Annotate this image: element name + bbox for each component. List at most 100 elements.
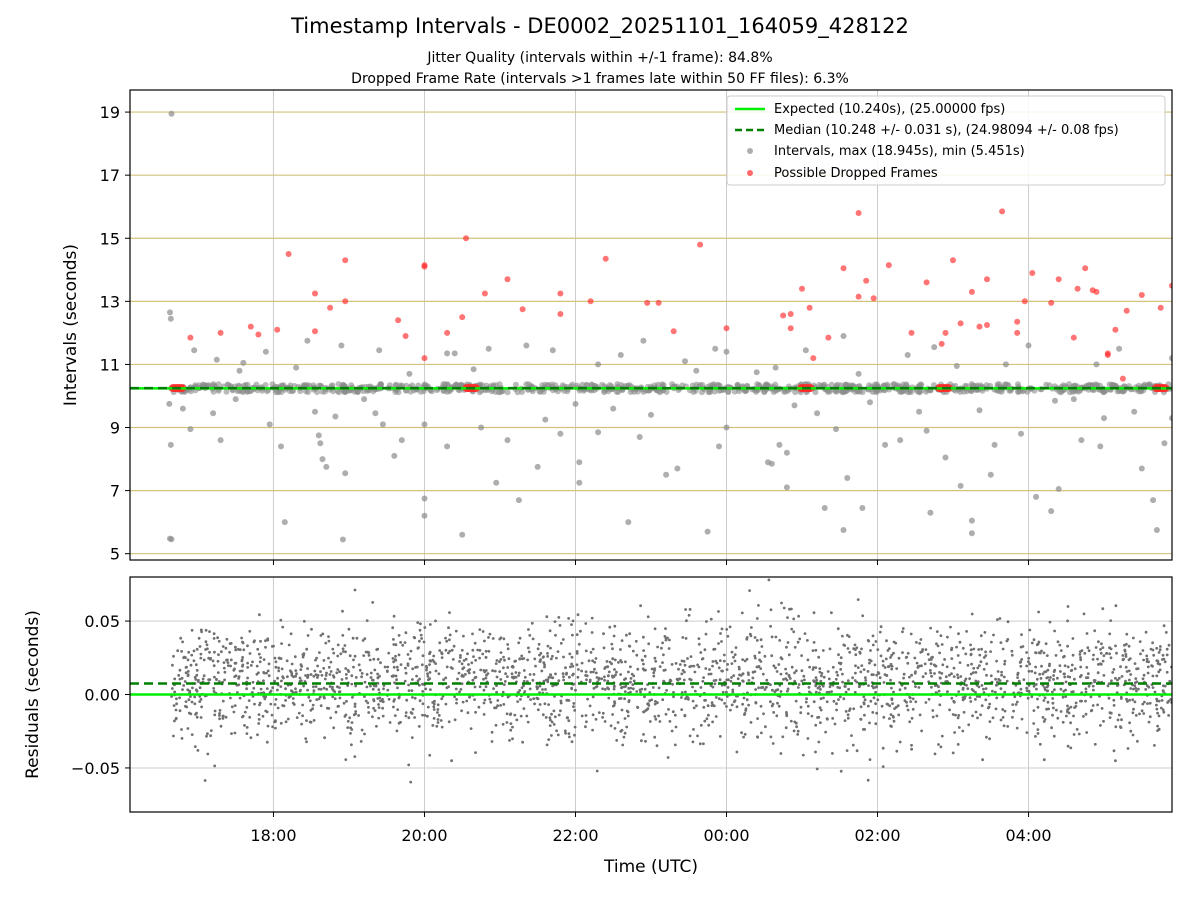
residual-point — [806, 639, 809, 642]
residual-point — [403, 679, 407, 683]
dropped-frame-point — [806, 304, 813, 311]
residual-point — [351, 636, 355, 640]
residual-point — [284, 720, 288, 724]
residual-point — [807, 686, 811, 689]
residual-point — [495, 684, 498, 687]
residual-point — [910, 747, 913, 751]
residual-point — [1022, 678, 1026, 681]
residual-point — [1146, 665, 1150, 669]
residual-point — [498, 670, 502, 673]
residual-point — [629, 686, 633, 690]
residual-point — [510, 672, 514, 676]
residual-point — [1066, 619, 1069, 623]
residual-point — [595, 685, 599, 688]
interval-point — [576, 459, 583, 466]
interval-point — [682, 358, 688, 365]
residual-point — [680, 672, 684, 676]
residual-point — [453, 718, 457, 722]
interval-point — [723, 424, 730, 431]
residual-point — [1165, 670, 1169, 674]
residual-point — [675, 677, 679, 681]
residual-point — [432, 705, 436, 709]
residual-point — [576, 613, 580, 617]
residual-point — [1079, 665, 1083, 669]
residual-point — [382, 687, 385, 691]
residual-point — [702, 742, 705, 746]
residual-point — [677, 667, 680, 671]
residual-point — [262, 679, 265, 683]
residual-point — [221, 717, 225, 720]
residual-point — [920, 729, 923, 733]
residual-point — [1028, 628, 1032, 632]
residual-point — [189, 712, 193, 716]
residual-point — [1155, 699, 1159, 703]
residual-point — [919, 638, 923, 641]
residual-point — [892, 651, 895, 655]
residual-point — [290, 672, 294, 675]
residual-point — [319, 687, 323, 691]
residual-point — [1158, 668, 1162, 672]
residual-point — [394, 643, 398, 647]
dropped-frame-point — [1014, 329, 1021, 336]
residual-point — [939, 681, 943, 685]
dropped-frame-point — [1184, 284, 1190, 290]
residual-point — [830, 611, 833, 615]
residual-point — [1046, 668, 1050, 672]
residual-point — [914, 670, 917, 674]
residual-point — [822, 675, 826, 679]
residual-point — [901, 627, 905, 630]
residual-point — [621, 743, 625, 747]
residual-point — [988, 702, 992, 706]
residual-point — [336, 668, 340, 671]
residual-point — [795, 725, 798, 729]
residual-point — [436, 718, 440, 721]
dropped-frame-point — [984, 276, 990, 283]
residual-point — [273, 703, 277, 706]
residual-point — [706, 704, 710, 708]
residual-point — [1163, 684, 1167, 688]
residual-point — [407, 689, 411, 692]
residual-point — [786, 641, 790, 644]
residual-point — [1063, 672, 1066, 676]
residual-point — [648, 691, 652, 694]
residual-point — [245, 726, 249, 729]
residual-point — [799, 705, 803, 709]
residual-point — [895, 749, 899, 753]
residual-point — [1048, 678, 1051, 682]
residual-point — [308, 699, 312, 703]
residual-point — [878, 630, 882, 634]
residual-point — [891, 702, 894, 705]
residual-point — [297, 711, 301, 715]
residual-point — [345, 699, 348, 703]
residual-point — [539, 651, 543, 655]
residual-point — [195, 711, 198, 715]
residual-point — [217, 653, 220, 657]
residual-point — [266, 637, 270, 641]
residual-point — [640, 687, 644, 691]
interval-point — [391, 452, 398, 459]
residual-point — [644, 709, 648, 712]
residual-point — [792, 630, 796, 634]
residual-point — [740, 731, 743, 735]
residual-point — [700, 657, 704, 661]
residual-point — [908, 695, 912, 699]
residual-point — [625, 633, 628, 637]
residual-point — [1001, 695, 1005, 699]
residual-point — [654, 700, 657, 703]
residual-point — [368, 658, 372, 662]
residual-point — [742, 735, 745, 739]
residual-point — [841, 634, 844, 638]
residual-point — [1127, 658, 1131, 662]
interval-point — [1070, 396, 1077, 403]
residual-point — [600, 677, 604, 681]
residual-point — [814, 676, 818, 679]
residual-point — [940, 734, 944, 738]
residual-point — [593, 667, 596, 671]
dropped-frame-point — [1123, 307, 1130, 314]
residual-point — [984, 698, 988, 702]
interval-point — [280, 382, 287, 389]
residual-point — [226, 664, 230, 667]
residual-point — [775, 670, 779, 673]
residual-point — [933, 664, 937, 668]
residual-point — [1134, 687, 1138, 690]
